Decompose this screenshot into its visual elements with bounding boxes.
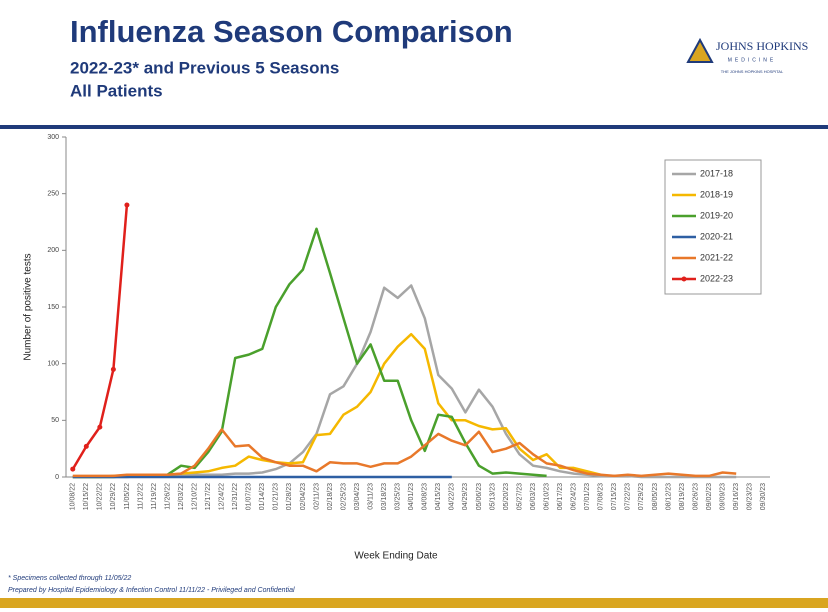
x-tick-label: 04/29/23: [462, 483, 469, 510]
subtitle: 2022-23* and Previous 5 Seasons: [70, 58, 339, 77]
point: [83, 443, 89, 449]
x-tick-label: 04/22/23: [449, 483, 456, 510]
series-line: [72, 428, 737, 478]
x-tick-label: 06/24/23: [571, 483, 578, 510]
legend-label: 2019-20: [700, 210, 733, 220]
x-tick-label: 06/17/23: [557, 483, 564, 510]
x-tick-label: 10/08/22: [70, 483, 77, 510]
header-rule: [0, 125, 828, 129]
x-tick-label: 08/05/23: [652, 483, 659, 510]
x-tick-label: 02/04/23: [300, 483, 307, 510]
x-axis-label: Week Ending Date: [354, 551, 438, 562]
footer-bar: [0, 598, 828, 608]
title: Influenza Season Comparison: [70, 14, 513, 49]
x-tick-label: 03/04/23: [354, 483, 361, 510]
x-tick-label: 12/10/22: [191, 483, 198, 510]
legend-label: 2022-23: [700, 273, 733, 283]
legend-label: 2017-18: [700, 168, 733, 178]
x-tick-label: 01/07/23: [246, 483, 253, 510]
x-tick-label: 05/13/23: [489, 483, 496, 510]
x-tick-label: 12/31/22: [232, 483, 239, 510]
x-tick-label: 12/24/22: [219, 483, 226, 510]
x-tick-label: 10/15/22: [83, 483, 90, 510]
y-tick-label: 100: [47, 361, 59, 368]
legend-label: 2021-22: [700, 252, 733, 262]
x-tick-label: 08/12/23: [665, 483, 672, 510]
x-tick-label: 06/03/23: [530, 483, 537, 510]
logo-shield: [686, 37, 714, 63]
x-tick-label: 01/21/23: [273, 483, 280, 510]
x-tick-label: 01/14/23: [259, 483, 266, 510]
x-tick-label: 02/11/23: [313, 483, 320, 510]
y-axis-label: Number of positive tests: [23, 253, 34, 360]
x-tick-label: 07/29/23: [638, 483, 645, 510]
x-tick-label: 05/27/23: [516, 483, 523, 510]
x-tick-label: 09/30/23: [760, 483, 767, 510]
point: [97, 424, 103, 430]
x-tick-label: 07/01/23: [584, 483, 591, 510]
point: [70, 466, 76, 472]
x-tick-label: 03/11/23: [367, 483, 374, 510]
legend-label: 2018-19: [700, 189, 733, 199]
x-tick-label: 07/22/23: [625, 483, 632, 510]
x-tick-label: 09/02/23: [706, 483, 713, 510]
x-tick-label: 08/19/23: [679, 483, 686, 510]
x-tick-label: 07/08/23: [598, 483, 605, 510]
x-tick-label: 09/16/23: [733, 483, 740, 510]
x-tick-label: 03/18/23: [381, 483, 388, 510]
x-tick-label: 05/06/23: [476, 483, 483, 510]
x-tick-label: 06/10/23: [543, 483, 550, 510]
point: [110, 366, 116, 372]
x-tick-label: 11/19/22: [151, 483, 158, 510]
x-tick-label: 04/08/23: [422, 483, 429, 510]
x-tick-label: 02/25/23: [340, 483, 347, 510]
subtitle: All Patients: [70, 81, 163, 100]
logo-hospital: THE JOHNS HOPKINS HOSPITAL: [721, 69, 784, 74]
y-tick-label: 300: [47, 134, 59, 141]
logo-sub: MEDICINE: [728, 57, 776, 63]
x-tick-label: 04/01/23: [408, 483, 415, 510]
x-tick-label: 08/26/23: [692, 483, 699, 510]
y-tick-label: 50: [51, 417, 59, 424]
prepared-note: Prepared by Hospital Epidemiology & Infe…: [8, 587, 295, 594]
logo-name: JOHNS HOPKINS: [716, 39, 808, 53]
x-tick-label: 03/25/23: [395, 483, 402, 510]
legend-label: 2020-21: [700, 231, 733, 241]
x-tick-label: 01/28/23: [286, 483, 293, 510]
x-tick-label: 09/23/23: [747, 483, 754, 510]
x-tick-label: 12/17/22: [205, 483, 212, 510]
y-tick-label: 250: [47, 191, 59, 198]
x-tick-label: 09/09/23: [719, 483, 726, 510]
x-tick-label: 02/18/23: [327, 483, 334, 510]
x-tick-label: 04/15/23: [435, 483, 442, 510]
y-tick-label: 0: [55, 474, 59, 481]
legend-box: [664, 159, 762, 295]
footnote: * Specimens collected through 11/05/22: [8, 575, 131, 582]
y-tick-label: 150: [47, 304, 59, 311]
x-tick-label: 12/03/22: [178, 483, 185, 510]
x-tick-label: 11/26/22: [164, 483, 171, 510]
x-tick-label: 11/12/22: [137, 483, 144, 510]
x-tick-label: 10/29/22: [110, 483, 117, 510]
x-tick-label: 11/05/22: [124, 483, 131, 510]
point: [124, 202, 130, 208]
x-tick-label: 10/22/22: [97, 483, 104, 510]
x-tick-label: 07/15/23: [611, 483, 618, 510]
y-tick-label: 200: [47, 247, 59, 254]
legend-marker: [681, 276, 687, 282]
x-tick-label: 05/20/23: [503, 483, 510, 510]
